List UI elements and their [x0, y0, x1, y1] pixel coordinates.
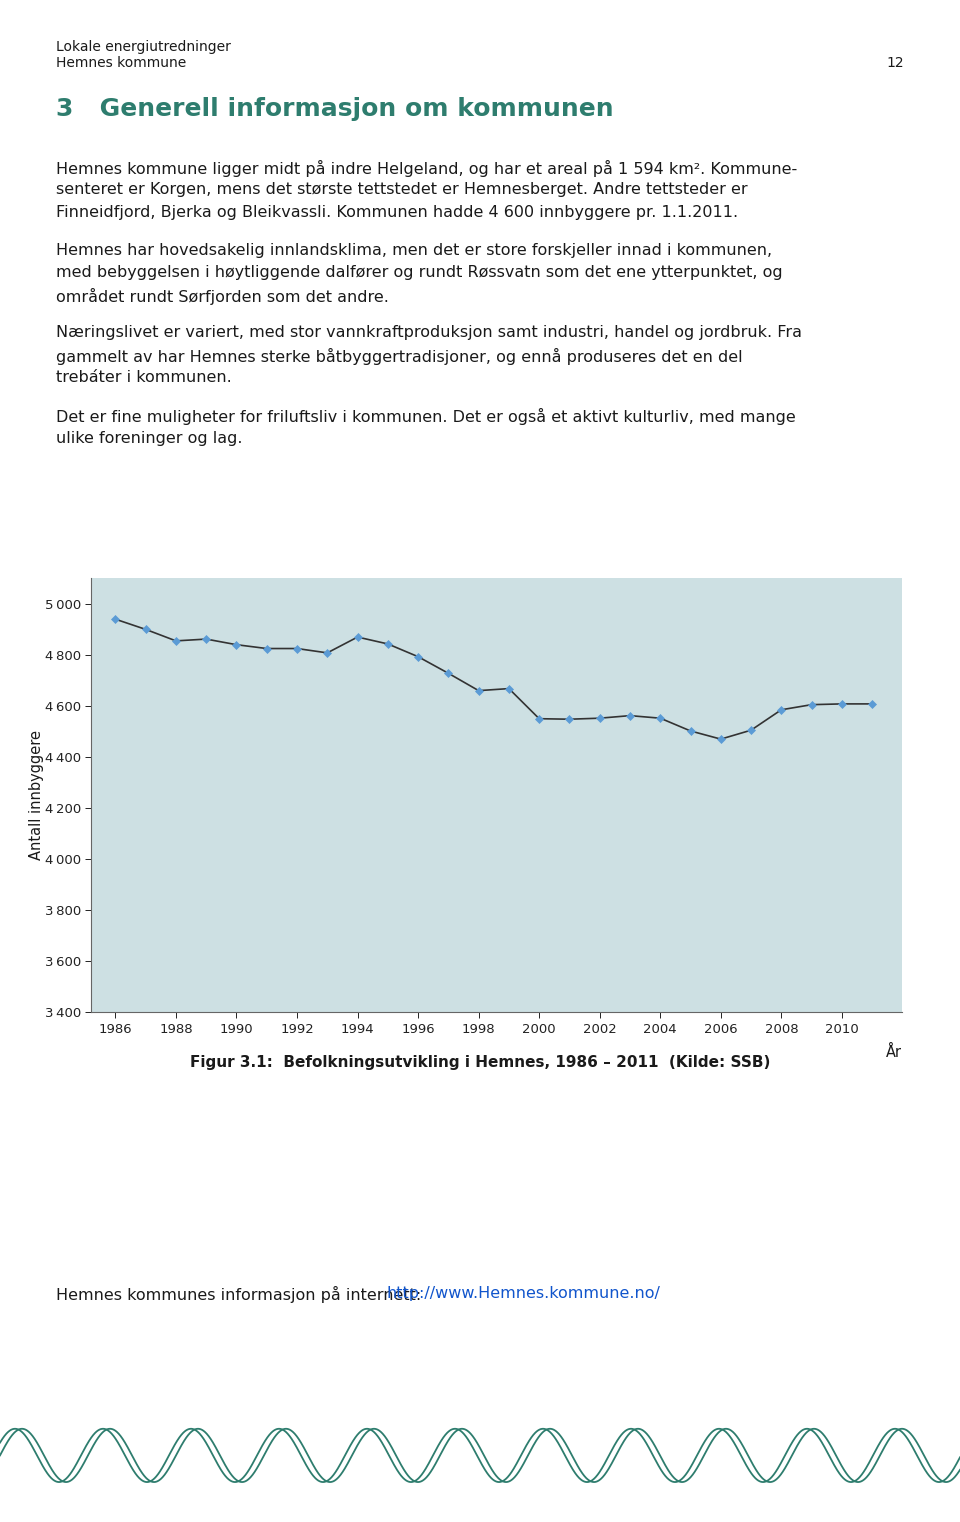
Text: Næringslivet er variert, med stor vannkraftproduksjon samt industri, handel og j: Næringslivet er variert, med stor vannkr…: [56, 326, 802, 341]
Text: 12: 12: [887, 56, 904, 70]
Text: Finneidfjord, Bjerka og Bleikvassli. Kommunen hadde 4 600 innbyggere pr. 1.1.201: Finneidfjord, Bjerka og Bleikvassli. Kom…: [56, 205, 738, 219]
Y-axis label: Antall innbyggere: Antall innbyggere: [29, 731, 44, 860]
Text: gammelt av har Hemnes sterke båtbyggertradisjoner, og ennå produseres det en del: gammelt av har Hemnes sterke båtbyggertr…: [56, 349, 742, 365]
Text: Figur 3.1:  Befolkningsutvikling i Hemnes, 1986 – 2011  (Kilde: SSB): Figur 3.1: Befolkningsutvikling i Hemnes…: [190, 1055, 770, 1070]
Text: ulike foreninger og lag.: ulike foreninger og lag.: [56, 431, 242, 446]
Text: Hemnes har hovedsakelig innlandsklima, men det er store forskjeller innad i komm: Hemnes har hovedsakelig innlandsklima, m…: [56, 242, 772, 257]
Text: Hemnes kommune: Hemnes kommune: [56, 56, 186, 70]
Text: Lokale energiutredninger: Lokale energiutredninger: [56, 40, 230, 53]
Text: senteret er Korgen, mens det største tettstedet er Hemnesberget. Andre tettstede: senteret er Korgen, mens det største tet…: [56, 183, 747, 198]
Text: området rundt Sørfjorden som det andre.: området rundt Sørfjorden som det andre.: [56, 288, 389, 304]
Text: Hemnes kommunes informasjon på internett:: Hemnes kommunes informasjon på internett…: [56, 1286, 426, 1303]
Text: 3   Generell informasjon om kommunen: 3 Generell informasjon om kommunen: [56, 97, 613, 122]
Text: År: År: [886, 1044, 902, 1059]
Text: Hemnes kommune ligger midt på indre Helgeland, og har et areal på 1 594 km². Kom: Hemnes kommune ligger midt på indre Helg…: [56, 160, 797, 177]
Text: Det er fine muligheter for friluftsliv i kommunen. Det er også et aktivt kulturl: Det er fine muligheter for friluftsliv i…: [56, 408, 796, 425]
Text: med bebyggelsen i høytliggende dalfører og rundt Røssvatn som det ene ytterpunkt: med bebyggelsen i høytliggende dalfører …: [56, 265, 782, 280]
Text: http://www.Hemnes.kommune.no/: http://www.Hemnes.kommune.no/: [387, 1286, 660, 1301]
Text: trebáter i kommunen.: trebáter i kommunen.: [56, 370, 231, 385]
